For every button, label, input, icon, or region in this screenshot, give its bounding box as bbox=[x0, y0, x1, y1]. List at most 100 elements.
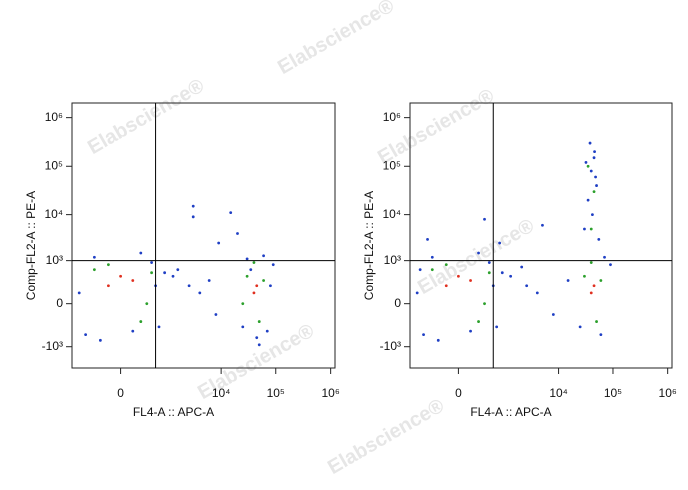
event-dot bbox=[436, 338, 440, 342]
event-dot bbox=[107, 284, 110, 288]
event-dot bbox=[119, 274, 122, 278]
event-dot bbox=[599, 279, 603, 282]
event-dot bbox=[249, 268, 253, 272]
event-dot bbox=[566, 279, 570, 282]
event-dot bbox=[245, 257, 249, 261]
x-tick-label: 10⁵ bbox=[604, 386, 622, 400]
event-dot bbox=[145, 302, 149, 306]
event-dot bbox=[551, 313, 555, 316]
event-dot bbox=[191, 204, 195, 208]
event-dot bbox=[593, 150, 596, 154]
event-dot bbox=[241, 302, 245, 306]
event-dot bbox=[589, 227, 593, 231]
event-dot bbox=[589, 169, 593, 173]
event-dot bbox=[107, 263, 110, 267]
event-dot bbox=[591, 213, 594, 217]
event-dot bbox=[597, 237, 601, 241]
event-dot bbox=[603, 255, 606, 259]
event-dot bbox=[255, 336, 259, 340]
plot-frame bbox=[409, 102, 673, 369]
y-tick-label: 10⁶ bbox=[383, 110, 401, 124]
event-dot bbox=[525, 284, 529, 288]
event-dot bbox=[457, 274, 460, 278]
event-dot bbox=[578, 325, 582, 329]
watermark: Elabscience® bbox=[274, 0, 398, 79]
event-dot bbox=[98, 338, 102, 342]
event-dot bbox=[500, 271, 504, 275]
event-dot bbox=[477, 320, 480, 323]
y-axis-label: Comp-FL2-A :: PE-A bbox=[362, 191, 376, 300]
event-dot bbox=[271, 263, 275, 267]
y-tick-label: 0 bbox=[394, 296, 401, 310]
event-dot bbox=[262, 254, 265, 258]
y-tick-label: 10⁴ bbox=[382, 207, 401, 221]
y-tick-label: 10⁴ bbox=[44, 207, 63, 221]
event-dot bbox=[592, 284, 596, 288]
y-axis-label: Comp-FL2-A :: PE-A bbox=[24, 191, 38, 300]
event-dot bbox=[535, 291, 539, 295]
event-dot bbox=[541, 223, 544, 227]
event-dot bbox=[150, 261, 153, 264]
event-dot bbox=[589, 261, 593, 264]
event-dot bbox=[217, 241, 221, 245]
event-dot bbox=[257, 320, 261, 323]
event-dot bbox=[583, 227, 586, 231]
watermark: Elabscience® bbox=[324, 395, 448, 479]
event-dot bbox=[487, 261, 491, 264]
event-dot bbox=[262, 279, 265, 282]
event-dot bbox=[422, 333, 425, 337]
event-dot bbox=[430, 255, 434, 259]
event-dot bbox=[229, 211, 233, 215]
event-dot bbox=[599, 333, 603, 337]
event-dot bbox=[595, 320, 598, 323]
event-dot bbox=[444, 263, 448, 267]
x-tick-label: 0 bbox=[455, 386, 462, 400]
event-dot bbox=[588, 141, 592, 145]
watermark: Elabscience® bbox=[84, 75, 208, 159]
x-tick-label: 10⁶ bbox=[322, 386, 340, 400]
event-dot bbox=[236, 232, 239, 235]
x-tick-label: 10⁵ bbox=[267, 386, 285, 400]
event-dot bbox=[594, 175, 597, 179]
event-dot bbox=[92, 268, 96, 272]
event-dot bbox=[586, 198, 590, 202]
event-dot bbox=[483, 302, 486, 306]
x-tick-label: 10⁶ bbox=[659, 386, 677, 400]
plot-frame bbox=[71, 102, 336, 369]
event-dot bbox=[241, 325, 245, 329]
event-dot bbox=[163, 271, 167, 275]
event-dot bbox=[131, 279, 135, 282]
event-dot bbox=[509, 274, 513, 278]
event-dot bbox=[495, 325, 499, 329]
event-dot bbox=[487, 271, 491, 275]
event-dot bbox=[430, 268, 434, 272]
x-tick-label: 10⁴ bbox=[549, 386, 568, 400]
y-tick-label: 10⁵ bbox=[45, 158, 63, 172]
event-dot bbox=[84, 333, 88, 337]
y-tick-label: 10³ bbox=[384, 253, 401, 267]
event-dot bbox=[92, 255, 96, 259]
y-tick-label: 0 bbox=[56, 296, 63, 310]
event-dot bbox=[483, 217, 486, 221]
event-dot bbox=[498, 241, 502, 245]
watermark: Elabscience® bbox=[374, 85, 498, 169]
event-dot bbox=[265, 329, 269, 333]
event-dot bbox=[257, 343, 261, 347]
y-tick-label: -10³ bbox=[380, 339, 401, 353]
event-dot bbox=[245, 274, 249, 278]
event-dot bbox=[157, 325, 161, 329]
event-dot bbox=[418, 268, 422, 272]
event-dot bbox=[176, 268, 180, 272]
x-tick-label: 10⁴ bbox=[212, 386, 231, 400]
event-dot bbox=[595, 184, 598, 187]
event-dot bbox=[469, 279, 472, 282]
event-dot bbox=[77, 291, 81, 295]
x-tick-label: 0 bbox=[117, 386, 124, 400]
y-tick-label: 10³ bbox=[46, 253, 63, 267]
y-tick-label: 10⁶ bbox=[45, 110, 63, 124]
event-dot bbox=[444, 284, 448, 288]
event-dot bbox=[415, 291, 419, 295]
event-dot bbox=[469, 329, 472, 333]
x-axis-label: FL4-A :: APC-A bbox=[470, 405, 551, 419]
